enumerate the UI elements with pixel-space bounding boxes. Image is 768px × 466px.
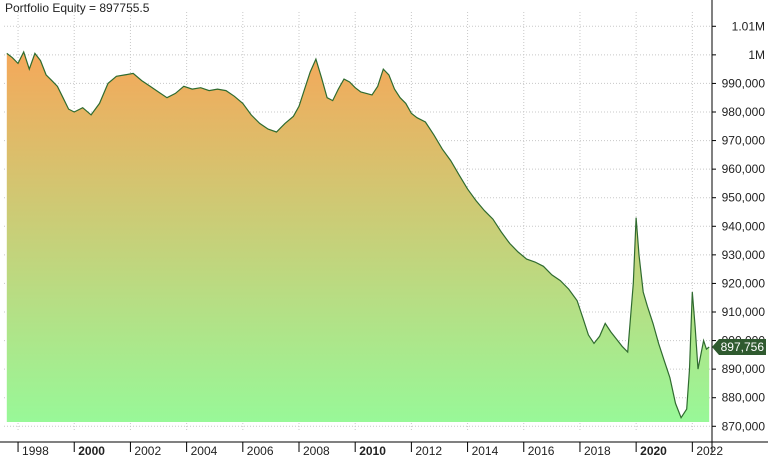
equity-area-fill xyxy=(6,52,710,422)
y-tick-label: 960,000 xyxy=(722,162,766,176)
y-tick-label: 1M xyxy=(748,48,765,62)
x-tick-label: 2014 xyxy=(472,444,499,458)
y-tick-label: 930,000 xyxy=(722,248,766,262)
x-axis-ticks: 1998 2000 2002 2004 2006 2008 2010 2012 2014 2016… xyxy=(17,442,723,458)
equity-line xyxy=(6,50,710,420)
y-tick-label: 870,000 xyxy=(722,419,766,433)
y-tick-label: 980,000 xyxy=(722,105,766,119)
x-tick-label: 2018 xyxy=(584,444,611,458)
x-tick-label: 2004 xyxy=(191,444,218,458)
chart-title: Portfolio Equity = 897755.5 xyxy=(5,1,150,15)
y-tick-label: 950,000 xyxy=(722,191,766,205)
x-tick-label: 2008 xyxy=(303,444,330,458)
last-value-badge-shape xyxy=(712,338,766,355)
y-tick-label: 880,000 xyxy=(722,391,766,405)
y-tick-label: 990,000 xyxy=(722,76,766,90)
y-tick-label: 940,000 xyxy=(722,219,766,233)
x-tick-label: 2022 xyxy=(696,444,723,458)
x-tick-label: 2002 xyxy=(134,444,161,458)
x-tick-label: 2010 xyxy=(359,444,386,458)
y-tick-label: 970,000 xyxy=(722,134,766,148)
x-tick-label: 2020 xyxy=(640,444,667,458)
x-tick-label: 2006 xyxy=(247,444,274,458)
x-tick-label: 2016 xyxy=(528,444,555,458)
y-tick-label: 890,000 xyxy=(722,362,766,376)
last-value-label: 897,756 xyxy=(721,340,765,354)
equity-area xyxy=(6,50,710,422)
last-value-badge: 897,756 xyxy=(712,338,766,355)
y-tick-label: 920,000 xyxy=(722,276,766,290)
x-tick-label: 2000 xyxy=(78,444,105,458)
y-tick-label: 1.01M xyxy=(732,19,765,33)
y-tick-label: 910,000 xyxy=(722,305,766,319)
x-tick-label: 2012 xyxy=(415,444,442,458)
x-tick-label: 1998 xyxy=(22,444,49,458)
y-axis-ticks: 870,000880,000890,000900,000910,000920,0… xyxy=(712,19,765,433)
